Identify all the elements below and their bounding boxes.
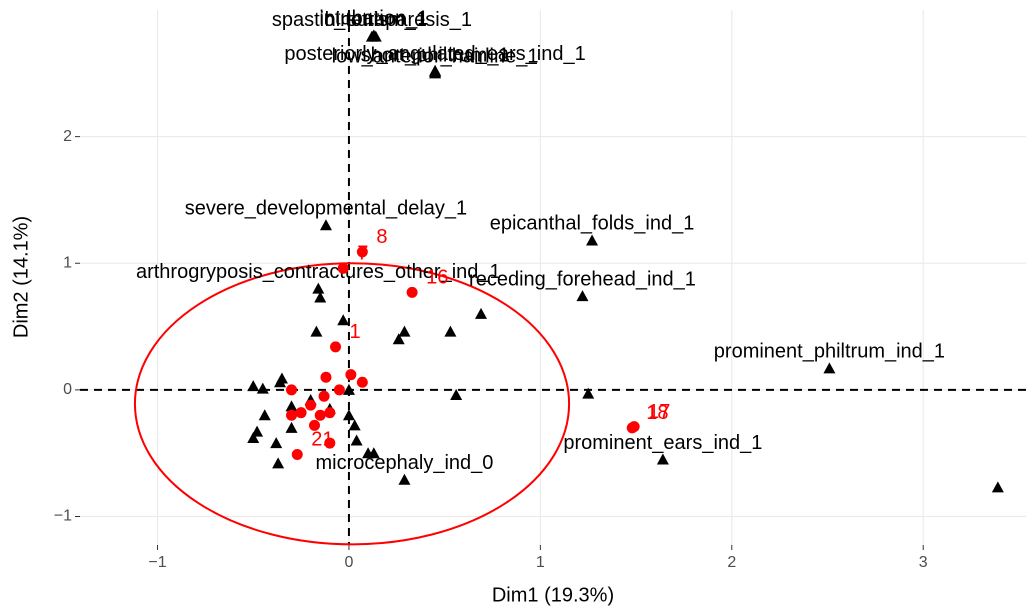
triangle-point bbox=[319, 219, 332, 231]
point bbox=[626, 422, 638, 434]
point bbox=[333, 384, 345, 396]
point-label: 7 bbox=[357, 243, 368, 265]
triangle-point bbox=[444, 325, 457, 337]
point bbox=[324, 437, 336, 449]
point-label: short_philtrum_1 bbox=[361, 44, 510, 66]
point bbox=[308, 419, 320, 431]
triangle-point bbox=[314, 291, 327, 303]
point-label: epicanthal_folds_ind_1 bbox=[490, 213, 695, 235]
point-label: 8 bbox=[376, 226, 387, 248]
triangle-point bbox=[274, 376, 287, 388]
y-axis-title: Dim2 (14.1%) bbox=[10, 216, 32, 338]
triangle-point bbox=[350, 434, 363, 446]
point-label: arthrogryposis_contractures_other_ind_1 bbox=[136, 261, 501, 283]
point bbox=[337, 262, 349, 274]
point-label: intubation_1 bbox=[319, 8, 428, 30]
triangle-point bbox=[582, 387, 595, 399]
point bbox=[330, 341, 342, 353]
triangle-point bbox=[576, 290, 589, 302]
point bbox=[286, 384, 298, 396]
point bbox=[291, 448, 303, 460]
point-label: receding_forehead_ind_1 bbox=[469, 268, 696, 290]
triangle-point bbox=[367, 447, 380, 459]
triangle-point bbox=[285, 400, 298, 412]
point-label: microcephaly_ind_0 bbox=[316, 452, 494, 474]
point bbox=[345, 369, 357, 381]
point bbox=[406, 286, 418, 298]
y-tick-label: 0 bbox=[63, 381, 72, 398]
triangle-point bbox=[342, 383, 355, 395]
triangle-point bbox=[247, 432, 260, 443]
point bbox=[286, 409, 298, 421]
point-label: low_anterior_hairline_1 bbox=[332, 46, 539, 68]
triangle-point bbox=[429, 64, 442, 76]
point-label: severe_developmental_delay_1 bbox=[185, 198, 467, 220]
point bbox=[305, 399, 317, 411]
triangle-point bbox=[285, 421, 298, 433]
triangle-point bbox=[272, 457, 285, 469]
triangle-point bbox=[398, 325, 411, 337]
point-label: prominent_ears_ind_1 bbox=[563, 432, 762, 454]
triangle-point bbox=[367, 29, 380, 41]
concentration-ellipse bbox=[133, 262, 571, 546]
triangle-point bbox=[270, 437, 283, 449]
point bbox=[356, 376, 368, 388]
point bbox=[318, 390, 330, 402]
triangle-point bbox=[258, 409, 271, 421]
point bbox=[356, 246, 368, 258]
triangle-point bbox=[337, 314, 350, 326]
triangle-point bbox=[398, 473, 411, 485]
x-tick-label: 3 bbox=[919, 554, 928, 571]
triangle-point bbox=[823, 362, 836, 374]
triangle-point bbox=[312, 282, 325, 294]
point bbox=[295, 407, 307, 419]
triangle-point bbox=[656, 453, 669, 465]
y-tick-label: 1 bbox=[63, 254, 72, 271]
point-label: hirsutism_1 bbox=[325, 9, 427, 31]
point-label: posteriorly_angulated_ears_ind_1 bbox=[284, 43, 585, 65]
point bbox=[320, 371, 332, 383]
x-tick-label: −1 bbox=[148, 554, 166, 571]
triangle-point bbox=[310, 325, 323, 337]
point-label: 18 bbox=[646, 402, 668, 424]
triangle-point bbox=[586, 234, 599, 246]
triangle-point bbox=[392, 333, 405, 345]
y-tick-label: −1 bbox=[54, 508, 72, 525]
x-tick-label: 2 bbox=[727, 554, 736, 571]
point-label: spastic_tetraparesis_1 bbox=[272, 9, 472, 31]
y-tick-label: 2 bbox=[63, 128, 72, 145]
point-label: 16 bbox=[426, 267, 448, 289]
x-tick-label: 0 bbox=[344, 554, 353, 571]
triangle-point bbox=[450, 388, 463, 400]
point bbox=[324, 407, 336, 419]
triangle-point bbox=[991, 481, 1004, 493]
triangle-point bbox=[342, 409, 355, 421]
point-label: prominent_philtrum_ind_1 bbox=[714, 341, 945, 363]
x-tick-label: 1 bbox=[536, 554, 545, 571]
x-axis-title: Dim1 (19.3%) bbox=[492, 584, 614, 606]
triangle-point bbox=[247, 380, 260, 392]
point bbox=[314, 409, 326, 421]
point-label: 1 bbox=[350, 321, 361, 343]
triangle-point bbox=[475, 307, 488, 319]
point-label: 17 bbox=[648, 401, 670, 423]
triangle-point bbox=[348, 419, 361, 431]
triangle-point bbox=[256, 382, 269, 394]
